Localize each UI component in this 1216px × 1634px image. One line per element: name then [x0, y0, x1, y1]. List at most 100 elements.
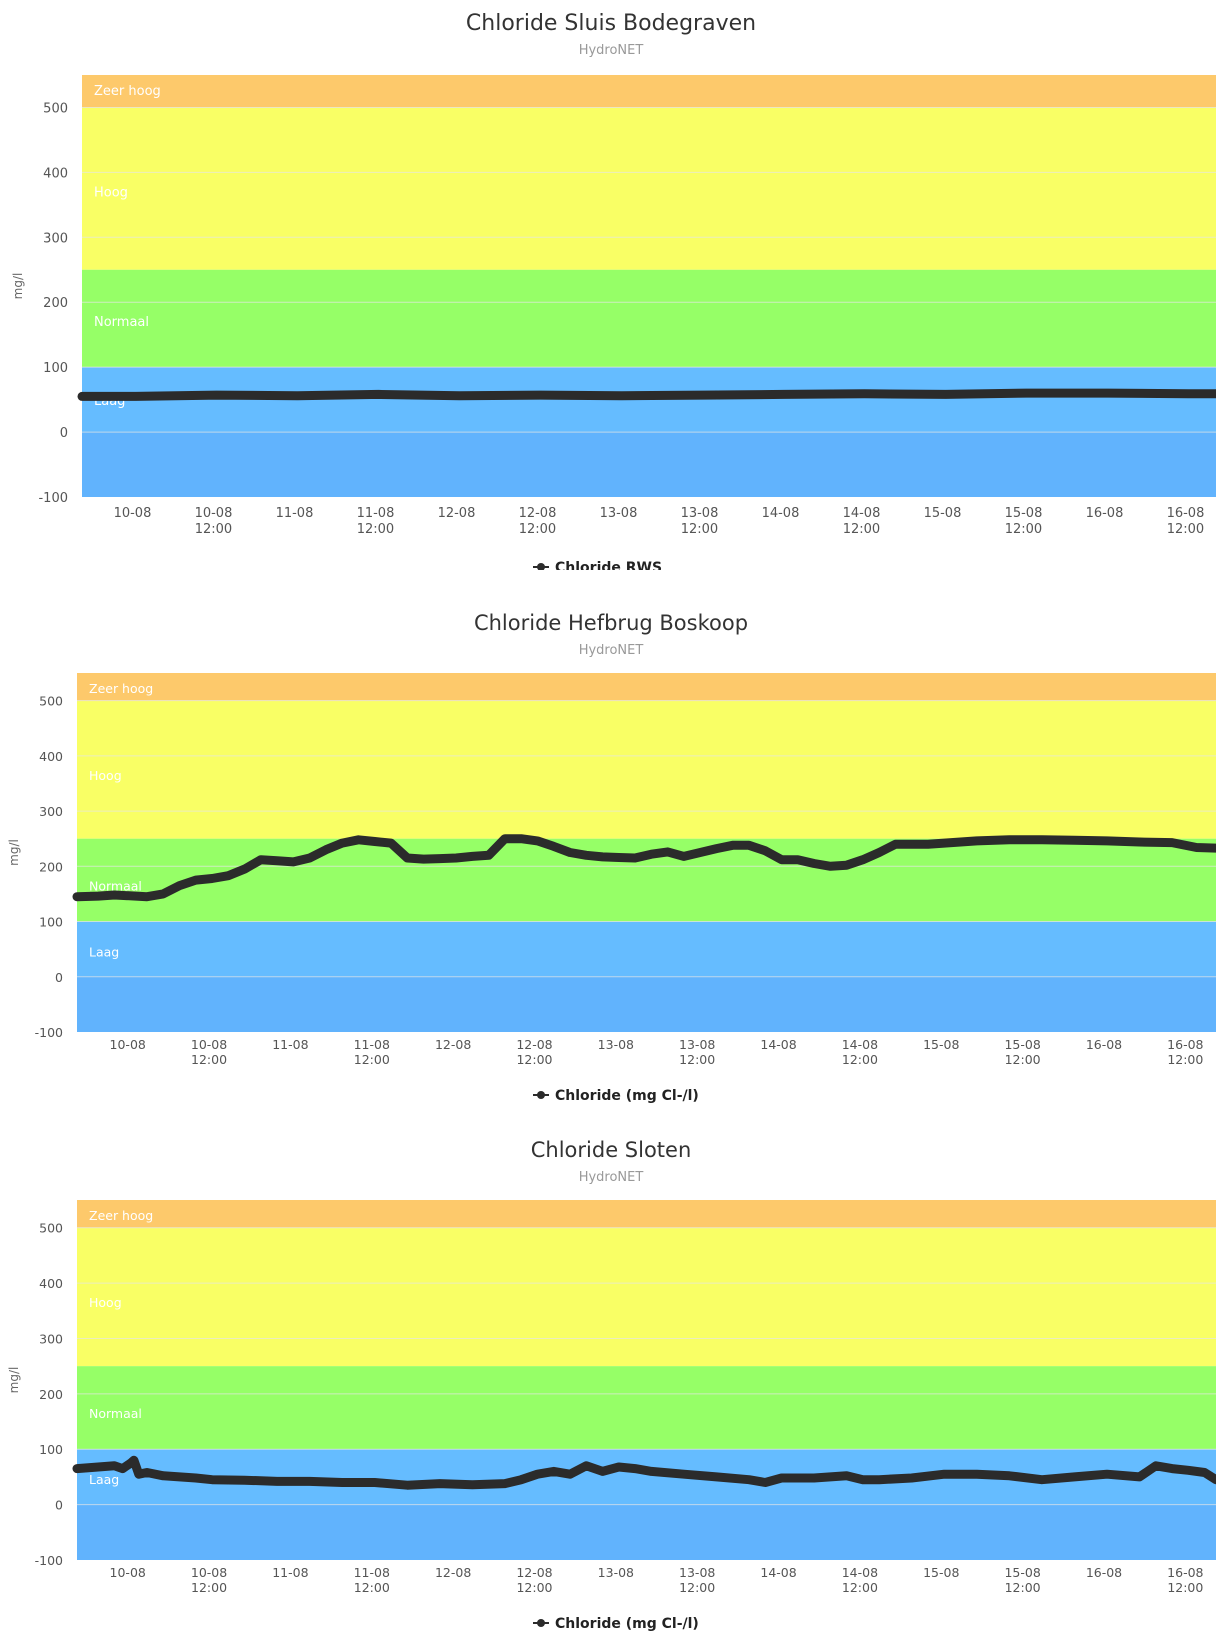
x-tick-label-time: 12:00	[195, 522, 232, 537]
x-tick-label: 15-08	[924, 506, 962, 521]
x-tick-label: 15-08	[923, 1037, 959, 1052]
x-tick-label: 13-08	[598, 1565, 634, 1580]
x-tick-label-time: 12:00	[191, 1580, 227, 1595]
plot-band-hoog	[82, 107, 1216, 270]
x-tick-label-time: 12:00	[519, 522, 556, 537]
plot-band-laag-lower	[77, 976, 1216, 1032]
x-tick-label: 16-08	[1167, 506, 1205, 521]
band-label: Laag	[89, 945, 119, 960]
band-label: Normaal	[89, 1406, 142, 1421]
y-tick-label: 300	[39, 804, 63, 819]
x-tick-label: 11-08	[354, 1565, 390, 1580]
y-axis-title: mg/l	[7, 839, 21, 866]
series-line	[72, 834, 1216, 902]
x-tick-label: 16-08	[1167, 1565, 1203, 1580]
legend-marker	[537, 563, 545, 570]
x-tick-label: 11-08	[272, 1565, 308, 1580]
x-tick-label-time: 12:00	[354, 1580, 390, 1595]
legend: Chloride (mg Cl-/l)	[533, 1088, 699, 1104]
x-tick-label: 14-08	[843, 506, 881, 521]
x-tick-label-time: 12:00	[354, 1052, 390, 1067]
band-label: Zeer hoog	[89, 681, 153, 696]
x-tick-label-time: 12:00	[1005, 522, 1042, 537]
chart-subtitle: HydroNET	[579, 1170, 644, 1185]
x-tick-label: 15-08	[1004, 1037, 1040, 1052]
chart-svg: Chloride Sluis Bodegraven HydroNET Zeer ho…	[11, 11, 1216, 570]
chart-svg: Chloride Sloten HydroNET Zeer hoog Hoog Norm…	[7, 1138, 1216, 1632]
plot-band-normaal	[77, 1366, 1216, 1450]
x-tick-label: 11-08	[357, 506, 395, 521]
y-tick-label: -100	[35, 1025, 63, 1040]
y-tick-label: 0	[55, 970, 63, 985]
x-tick-label: 14-08	[760, 1037, 796, 1052]
chart-title: Chloride Sluis Bodegraven	[466, 11, 756, 36]
x-tick-label-time: 12:00	[516, 1052, 552, 1067]
chart-sluis-bodegraven: Chloride Sluis Bodegraven HydroNET Zeer ho…	[0, 0, 1216, 570]
band-label: Normaal	[89, 878, 142, 893]
legend-label: Chloride RWS	[555, 560, 662, 570]
x-tick-label: 10-08	[191, 1565, 227, 1580]
series-line	[72, 1455, 1216, 1490]
band-label: Hoog	[94, 185, 128, 200]
series-line	[77, 388, 1216, 401]
x-tick-label-time: 12:00	[1167, 522, 1204, 537]
x-tick-label: 14-08	[760, 1565, 796, 1580]
x-tick-label: 11-08	[354, 1037, 390, 1052]
plot-band-hoog	[77, 1227, 1216, 1367]
chart-hefbrug-boskoop: Chloride Hefbrug Boskoop HydroNET Zeer hoo…	[0, 600, 1216, 1110]
x-tick-label-time: 12:00	[842, 1052, 878, 1067]
x-tick-label: 15-08	[1004, 1565, 1040, 1580]
y-tick-label: -100	[35, 1553, 63, 1568]
x-tick-label: 16-08	[1167, 1037, 1203, 1052]
y-tick-label: 500	[43, 101, 68, 116]
x-tick-label-time: 12:00	[681, 522, 718, 537]
x-tick-label: 16-08	[1086, 1037, 1122, 1052]
y-tick-label: 0	[60, 426, 68, 441]
x-tick-label-time: 12:00	[843, 522, 880, 537]
x-tick-label: 15-08	[923, 1565, 959, 1580]
plot-band-hoog	[77, 700, 1216, 839]
x-tick-label: 13-08	[679, 1037, 715, 1052]
x-tick-label-time: 12:00	[679, 1580, 715, 1595]
legend: Chloride RWS	[533, 560, 662, 570]
y-tick-label: 200	[43, 296, 68, 311]
y-tick-label: 0	[55, 1498, 63, 1513]
band-label: Hoog	[89, 768, 122, 783]
plot-band-laag-lower	[77, 1504, 1216, 1560]
x-tick-label: 10-08	[191, 1037, 227, 1052]
plot-band-laag-lower	[82, 432, 1216, 497]
x-tick-label: 12-08	[516, 1037, 552, 1052]
x-tick-label: 16-08	[1086, 506, 1124, 521]
x-tick-label: 11-08	[276, 506, 314, 521]
x-tick-label-time: 12:00	[1005, 1580, 1041, 1595]
plot-band-zeer-hoog	[77, 1200, 1216, 1228]
x-tick-label: 12-08	[438, 506, 476, 521]
x-tick-label: 13-08	[681, 506, 719, 521]
x-tick-label-time: 12:00	[1005, 1052, 1041, 1067]
x-tick-label: 14-08	[842, 1565, 878, 1580]
y-tick-label: 500	[39, 694, 63, 709]
chart-subtitle: HydroNET	[579, 43, 644, 58]
x-tick-label: 12-08	[519, 506, 557, 521]
x-tick-label-time: 12:00	[1167, 1580, 1203, 1595]
y-tick-label: 200	[39, 1387, 63, 1402]
band-label: Hoog	[89, 1295, 122, 1310]
x-tick-label: 11-08	[272, 1037, 308, 1052]
x-tick-label: 14-08	[762, 506, 800, 521]
x-tick-label-time: 12:00	[516, 1580, 552, 1595]
chart-svg: Chloride Hefbrug Boskoop HydroNET Zeer hoo…	[7, 611, 1216, 1104]
y-tick-label: 300	[43, 231, 68, 246]
legend: Chloride (mg Cl-/l)	[533, 1616, 699, 1632]
y-tick-label: 400	[39, 1276, 63, 1291]
chart-title: Chloride Hefbrug Boskoop	[474, 611, 748, 635]
x-tick-label: 13-08	[598, 1037, 634, 1052]
y-tick-label: 100	[39, 1442, 63, 1457]
x-tick-label-time: 12:00	[679, 1052, 715, 1067]
chart-title: Chloride Sloten	[531, 1138, 692, 1162]
x-tick-label: 10-08	[195, 506, 233, 521]
plot-band-normaal	[82, 269, 1216, 368]
chart-sloten: Chloride Sloten HydroNET Zeer hoog Hoog Norm…	[0, 1128, 1216, 1634]
y-tick-label: 100	[43, 361, 68, 376]
x-tick-label: 12-08	[435, 1037, 471, 1052]
y-tick-label: 400	[43, 166, 68, 181]
